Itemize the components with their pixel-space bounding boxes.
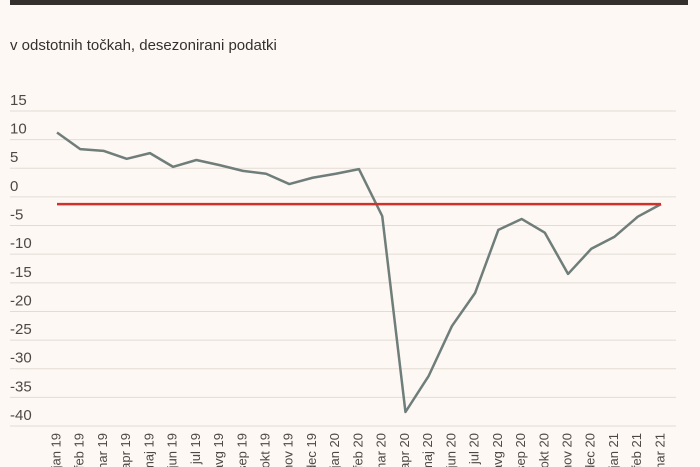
x-tick-label: feb 20 xyxy=(350,433,365,467)
y-tick-label: -15 xyxy=(10,264,32,281)
y-tick-label: 15 xyxy=(10,92,27,109)
data-line xyxy=(56,131,662,414)
x-tick-label: mar 21 xyxy=(652,433,667,467)
x-tick-label: avg 19 xyxy=(211,433,226,467)
x-tick-label: feb 19 xyxy=(72,433,87,467)
top-bar xyxy=(10,0,688,5)
x-tick-label: apr 20 xyxy=(397,433,412,467)
x-tick-label: sep 20 xyxy=(513,433,528,467)
x-tick-label: mar 19 xyxy=(95,433,110,467)
x-tick-label: apr 19 xyxy=(118,433,133,467)
x-tick-label: mar 20 xyxy=(374,433,389,467)
y-tick-label: 5 xyxy=(10,149,18,166)
x-tick-label: jul 20 xyxy=(467,433,482,465)
chart-subtitle: v odstotnih točkah, desezonirani podatki xyxy=(10,37,277,54)
y-tick-label: -25 xyxy=(10,321,32,338)
x-tick-label: jan 19 xyxy=(48,433,63,467)
x-tick-label: jun 19 xyxy=(165,433,180,467)
y-tick-label: -30 xyxy=(10,350,32,367)
y-tick-label: -35 xyxy=(10,378,32,395)
x-tick-label: okt 19 xyxy=(258,433,273,467)
x-tick-label: maj 19 xyxy=(141,433,156,467)
x-tick-label: avg 20 xyxy=(490,433,505,467)
x-tick-label: maj 20 xyxy=(420,433,435,467)
y-tick-label: -5 xyxy=(10,207,23,224)
x-tick-label: dec 20 xyxy=(583,433,598,467)
x-tick-label: sep 19 xyxy=(234,433,249,467)
x-tick-label: jan 21 xyxy=(606,433,621,467)
x-tick-label: jun 20 xyxy=(443,433,458,467)
x-tick-label: dec 19 xyxy=(304,433,319,467)
x-tick-label: feb 21 xyxy=(629,433,644,467)
x-tick-label: okt 20 xyxy=(536,433,551,467)
y-tick-label: -10 xyxy=(10,235,32,252)
x-tick-label: jul 19 xyxy=(188,433,203,465)
x-tick-label: jan 20 xyxy=(327,433,342,467)
y-tick-label: 0 xyxy=(10,178,18,195)
y-tick-label: -40 xyxy=(10,407,32,424)
y-tick-label: -20 xyxy=(10,292,32,309)
x-tick-label: nov 20 xyxy=(560,433,575,467)
y-tick-label: 10 xyxy=(10,121,27,138)
x-tick-label: nov 19 xyxy=(281,433,296,467)
